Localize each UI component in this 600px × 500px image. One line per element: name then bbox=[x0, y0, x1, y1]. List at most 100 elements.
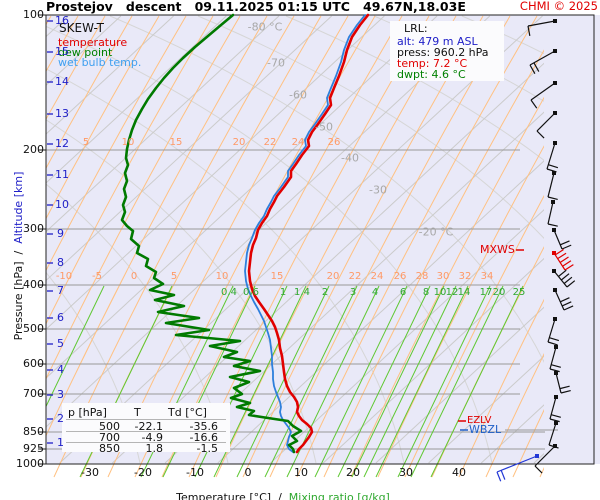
wind-barb bbox=[529, 49, 557, 75]
pressure-tick-label: 850 bbox=[23, 425, 44, 438]
altitude-tick-label: 16 bbox=[55, 14, 69, 27]
pressure-tick-label: 500 bbox=[23, 322, 44, 335]
wind-barb bbox=[553, 288, 574, 311]
temperature-tick-label: 20 bbox=[346, 466, 360, 479]
altitude-tick-label: 8 bbox=[57, 256, 64, 269]
adiabat-label: 5 bbox=[170, 271, 178, 282]
pressure-tick-label: 600 bbox=[23, 357, 44, 370]
levels-table: p [hPa] T Td [°C] 500 -22.1 -35.6 700 -4… bbox=[62, 403, 230, 455]
legend-dew-point: dew point bbox=[58, 46, 113, 59]
adiabat-label: 24 bbox=[291, 137, 305, 148]
wind-barb bbox=[547, 317, 560, 346]
pressure-tick-label: 400 bbox=[23, 278, 44, 291]
wind-barb bbox=[549, 345, 561, 373]
pressure-tick-label: 100 bbox=[23, 8, 44, 21]
adiabat-label: 20 bbox=[232, 137, 246, 148]
surface-info-box: LRL: alt: 479 m ASL press: 960.2 hPa tem… bbox=[390, 21, 504, 81]
mixing-ratio-label: 10 bbox=[433, 287, 447, 298]
table-header-temp: T bbox=[134, 406, 141, 419]
table-cell: -22.1 bbox=[134, 420, 163, 433]
altitude-tick-label: 10 bbox=[55, 198, 69, 211]
altitude-tick-label: 9 bbox=[57, 227, 64, 240]
pressure-axis-caption: Pressure [hPa] bbox=[12, 261, 25, 341]
mixing-ratio-label: 4 bbox=[371, 287, 379, 298]
wind-barb bbox=[552, 228, 572, 250]
mixing-ratio-label: 14 bbox=[457, 287, 471, 298]
table-cell: 1.8 bbox=[145, 442, 164, 455]
mixing-axis-caption: Mixing ratio [g/kg] bbox=[288, 491, 390, 500]
mixing-ratio-label: 8 bbox=[422, 287, 430, 298]
left-axis-caption: Pressure [hPa] / Altitude [km] bbox=[2, 133, 25, 393]
adiabat-label: 15 bbox=[270, 271, 284, 282]
mixing-ratio-label: 0.6 bbox=[243, 287, 259, 298]
table-header-dewpoint: Td [°C] bbox=[168, 406, 207, 419]
info-title: LRL: bbox=[404, 22, 428, 35]
table-cell: 850 bbox=[99, 442, 120, 455]
copyright-credit: CHMI © 2025 bbox=[519, 0, 598, 13]
altitude-tick-label: 5 bbox=[57, 337, 64, 350]
adiabat-label: 10 bbox=[215, 271, 229, 282]
table-cell: 700 bbox=[99, 431, 120, 444]
mixing-ratio-label: 1.4 bbox=[294, 287, 310, 298]
altitude-tick-label: 11 bbox=[55, 168, 69, 181]
adiabat-label: 26 bbox=[393, 271, 407, 282]
wind-barb bbox=[554, 371, 571, 394]
wind-barb bbox=[534, 444, 557, 474]
bottom-axis-caption: Temperature [°C] / Mixing ratio [g/kg] bbox=[46, 481, 506, 500]
mixing-ratio-label: 12 bbox=[445, 287, 459, 298]
adiabat-label: 10 bbox=[121, 137, 135, 148]
wind-barb bbox=[552, 248, 574, 271]
adiabat-label: 28 bbox=[415, 271, 429, 282]
table-header-pressure: p [hPa] bbox=[68, 406, 107, 419]
temperature-tick-label: 40 bbox=[452, 466, 466, 479]
isotherm-label: -30 bbox=[369, 183, 387, 197]
altitude-tick-label: 4 bbox=[57, 363, 64, 376]
mixing-ratio-label: 6 bbox=[399, 287, 407, 298]
axis-caption-separator: / bbox=[271, 491, 289, 500]
altitude-tick-label: 15 bbox=[55, 45, 69, 58]
info-temperature: temp: 7.2 °C bbox=[397, 57, 468, 70]
temperature-tick-label: 30 bbox=[399, 466, 413, 479]
wind-barb bbox=[547, 200, 558, 227]
wind-barb bbox=[536, 111, 557, 139]
adiabat-label: 22 bbox=[348, 271, 362, 282]
table-separator bbox=[66, 419, 226, 420]
isotherm-label: -40 bbox=[341, 151, 359, 165]
mixing-ratio-label: 1 bbox=[279, 287, 287, 298]
adiabat-label: 20 bbox=[326, 271, 340, 282]
temperature-axis-caption: Temperature [°C] bbox=[176, 491, 272, 500]
wbzl-label: WBZL bbox=[469, 423, 502, 436]
table-cell: -16.6 bbox=[189, 431, 218, 444]
temperature-tick-label: -30 bbox=[81, 466, 99, 479]
altitude-tick-label: 12 bbox=[55, 137, 69, 150]
temperature-tick-label: 10 bbox=[294, 466, 308, 479]
table-separator bbox=[66, 431, 226, 432]
isotherm-label: -80 °C bbox=[247, 20, 283, 34]
wind-barb bbox=[496, 454, 539, 482]
adiabat-label: 5 bbox=[82, 137, 90, 148]
altitude-tick-label: 1 bbox=[57, 436, 64, 449]
mixing-ratio-label: 3 bbox=[349, 287, 357, 298]
table-cell: -4.9 bbox=[141, 431, 163, 444]
adiabat-label: 26 bbox=[327, 137, 341, 148]
table-cell: 500 bbox=[99, 420, 120, 433]
mixing-ratio-label: 2 bbox=[321, 287, 329, 298]
isotherm-label: -60 bbox=[289, 88, 307, 102]
adiabat-label: -5 bbox=[92, 271, 102, 282]
temperature-tick-label: 0 bbox=[244, 466, 252, 479]
adiabat-label: -10 bbox=[55, 271, 73, 282]
mixing-ratio-label: 25 bbox=[512, 287, 526, 298]
pressure-tick-label: 700 bbox=[23, 387, 44, 400]
temperature-tick-label: -10 bbox=[186, 466, 204, 479]
axis-caption-separator: / bbox=[12, 243, 25, 262]
mixing-ratio-label: 0.4 bbox=[221, 287, 237, 298]
page-title: Prostejov descent 09.11.2025 01:15 UTC 4… bbox=[46, 0, 466, 14]
wind-barb bbox=[549, 395, 561, 423]
mixing-ratio-label: 17 bbox=[479, 287, 493, 298]
altitude-tick-label: 6 bbox=[57, 311, 64, 324]
adiabat-label: 15 bbox=[169, 137, 183, 148]
wind-barb bbox=[530, 81, 557, 109]
adiabat-label: 24 bbox=[370, 271, 384, 282]
ezlv-label: EZLV bbox=[467, 415, 492, 426]
